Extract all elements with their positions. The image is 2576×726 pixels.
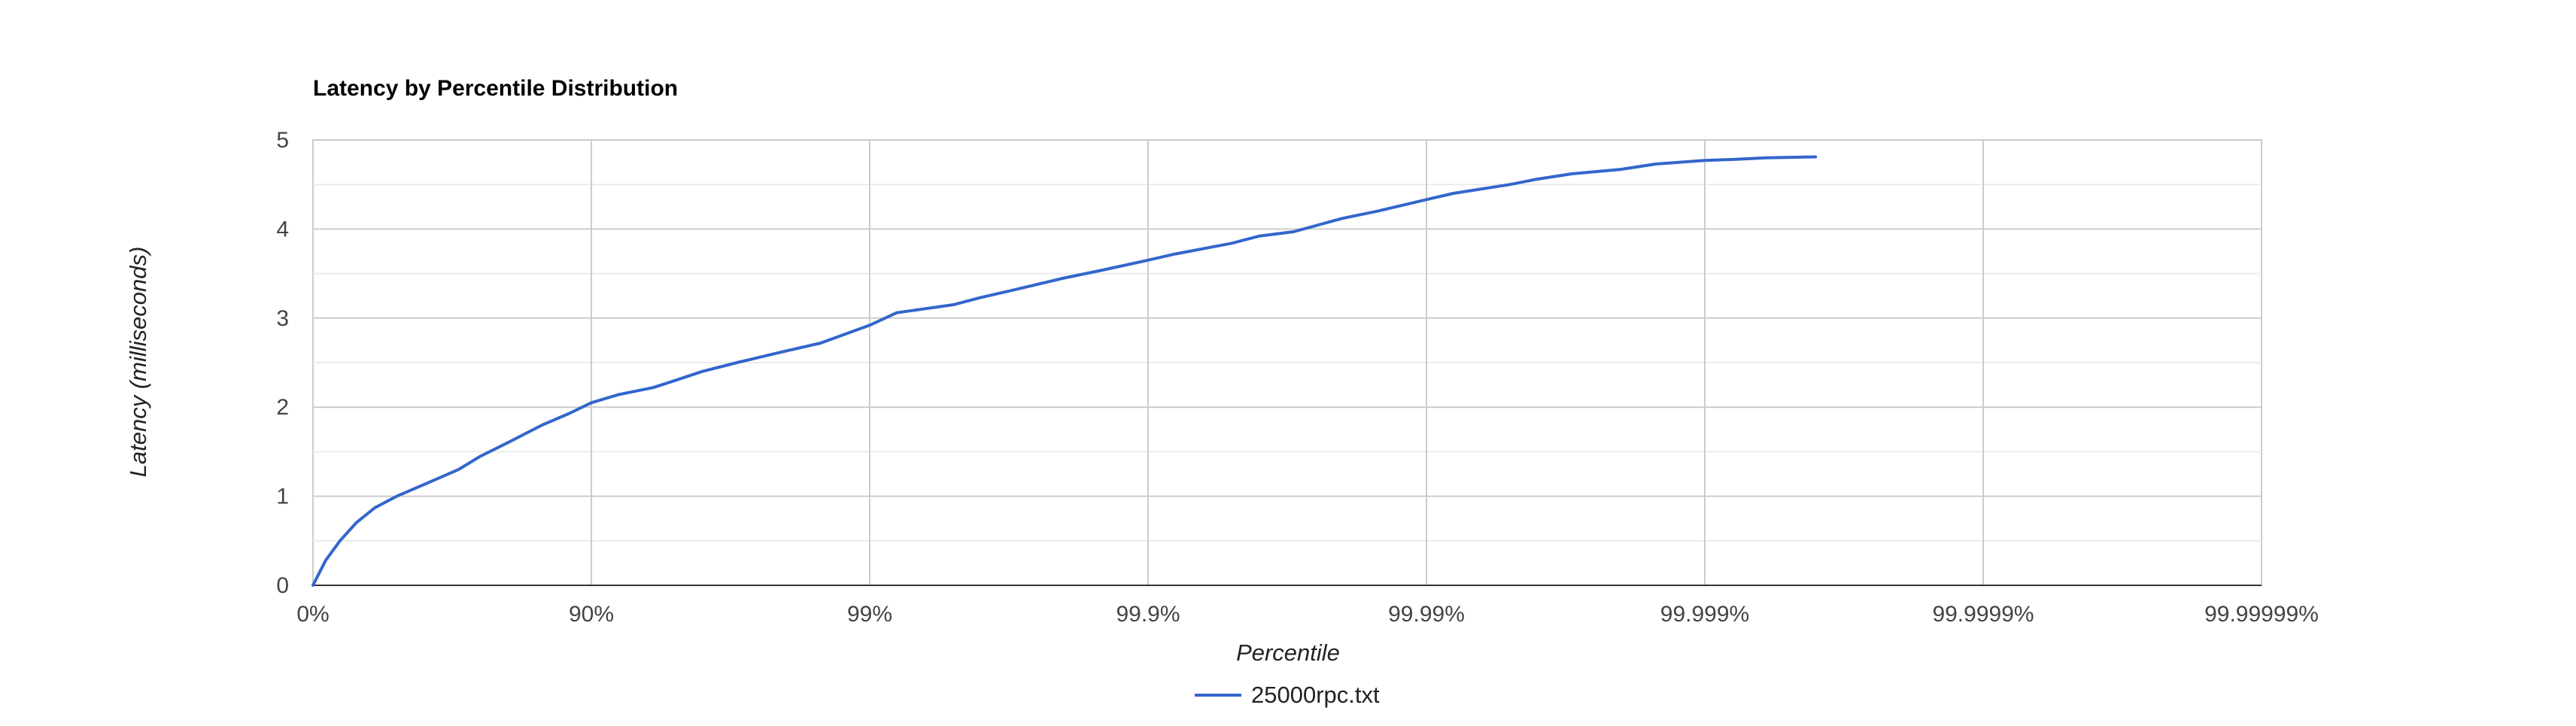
y-tick-label: 1 (276, 485, 289, 509)
series-lines (311, 155, 1818, 587)
y-tick-label: 4 (276, 217, 289, 241)
x-tick-label: 99.9999% (1932, 602, 2034, 627)
x-tick-label: 99% (847, 602, 892, 627)
y-tick-label: 2 (276, 395, 289, 420)
x-tick-label: 99.99999% (2204, 602, 2319, 627)
x-tick-label: 99.9% (1116, 602, 1180, 627)
y-tick-label: 0 (276, 573, 289, 598)
tick-labels: 0% 90% 99% 99.9% 99.99% 99.999% 99.9999% 99.999… (276, 128, 2319, 627)
chart-title: Latency by Percentile Distribution (313, 76, 678, 101)
legend-label: 25000rpc.txt (1251, 682, 1380, 708)
legend: 25000rpc.txt (1195, 682, 1380, 708)
x-tick-label: 0% (296, 602, 329, 627)
y-tick-label: 5 (276, 128, 289, 153)
x-tick-label: 99.99% (1388, 602, 1465, 627)
x-tick-label: 99.999% (1660, 602, 1749, 627)
x-tick-label: 90% (569, 602, 614, 627)
gridlines (312, 139, 2262, 586)
y-tick-label: 3 (276, 306, 289, 331)
y-axis-title: Latency (milliseconds) (125, 247, 151, 478)
x-axis-title: Percentile (1236, 639, 1340, 666)
series-line-25000rpc (311, 155, 1818, 587)
